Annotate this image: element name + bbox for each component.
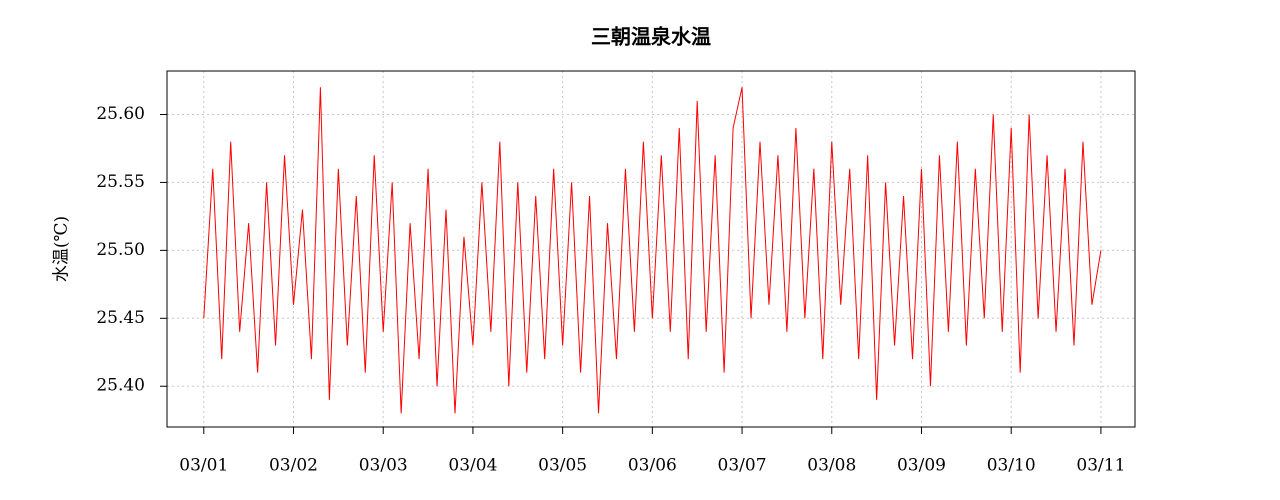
x-tick-label: 03/05 [538, 456, 587, 476]
y-tick-label: 25.55 [96, 172, 145, 192]
x-tick-label: 03/11 [1076, 456, 1125, 476]
x-tick-label: 03/07 [718, 456, 767, 476]
y-tick-label: 25.45 [96, 308, 145, 328]
plot-frame [166, 70, 1136, 428]
x-tick-label: 03/04 [448, 456, 497, 476]
y-tick-label: 25.60 [96, 104, 145, 124]
y-tick-label: 25.40 [96, 376, 145, 396]
chart-title: 三朝温泉水温 [591, 25, 711, 49]
x-tick-label: 03/10 [987, 456, 1036, 476]
y-tick-label: 25.50 [96, 240, 145, 260]
x-tick-label: 03/06 [628, 456, 677, 476]
y-axis-label: 水温(℃) [52, 216, 72, 282]
x-tick-label: 03/09 [897, 456, 946, 476]
x-tick-label: 03/02 [269, 456, 318, 476]
x-tick-label: 03/01 [179, 456, 228, 476]
x-tick-label: 03/08 [807, 456, 856, 476]
data-line [203, 87, 1102, 414]
x-tick-label: 03/03 [359, 456, 408, 476]
